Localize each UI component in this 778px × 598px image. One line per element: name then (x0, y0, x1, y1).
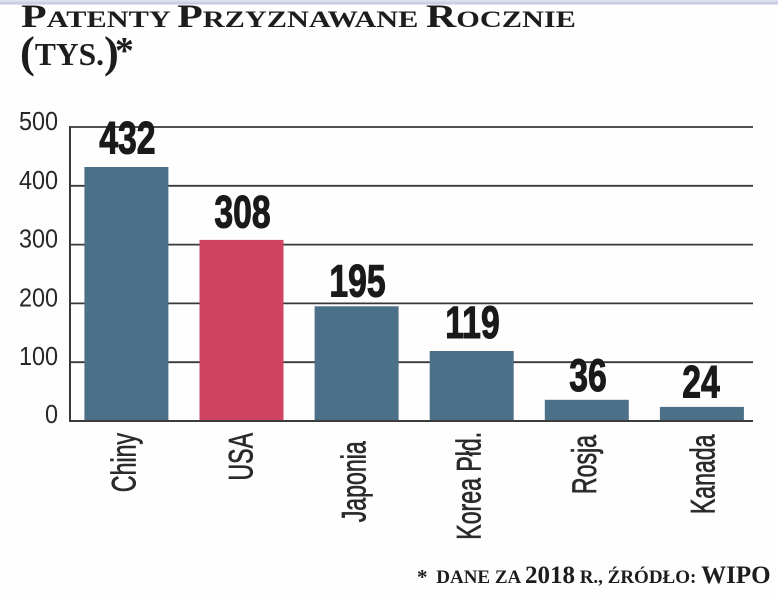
svg-text:36: 36 (569, 351, 607, 401)
svg-text:432: 432 (99, 114, 155, 164)
svg-text:0: 0 (45, 401, 58, 429)
svg-text:308: 308 (214, 188, 270, 238)
svg-text:Japonia: Japonia (336, 441, 373, 523)
svg-text:119: 119 (445, 298, 499, 348)
svg-text:USA: USA (223, 433, 260, 481)
svg-text:195: 195 (329, 257, 385, 307)
svg-text:100: 100 (19, 343, 58, 371)
svg-text:500: 500 (19, 108, 58, 136)
svg-text:Kanada: Kanada (685, 434, 722, 514)
svg-text:24: 24 (682, 358, 720, 408)
svg-text:Rosja: Rosja (567, 434, 604, 494)
svg-text:Chiny: Chiny (106, 433, 143, 492)
svg-text:200: 200 (19, 284, 58, 312)
svg-text:Korea Płd.: Korea Płd. (451, 432, 488, 540)
svg-text:300: 300 (19, 226, 58, 254)
svg-text:400: 400 (19, 167, 58, 195)
